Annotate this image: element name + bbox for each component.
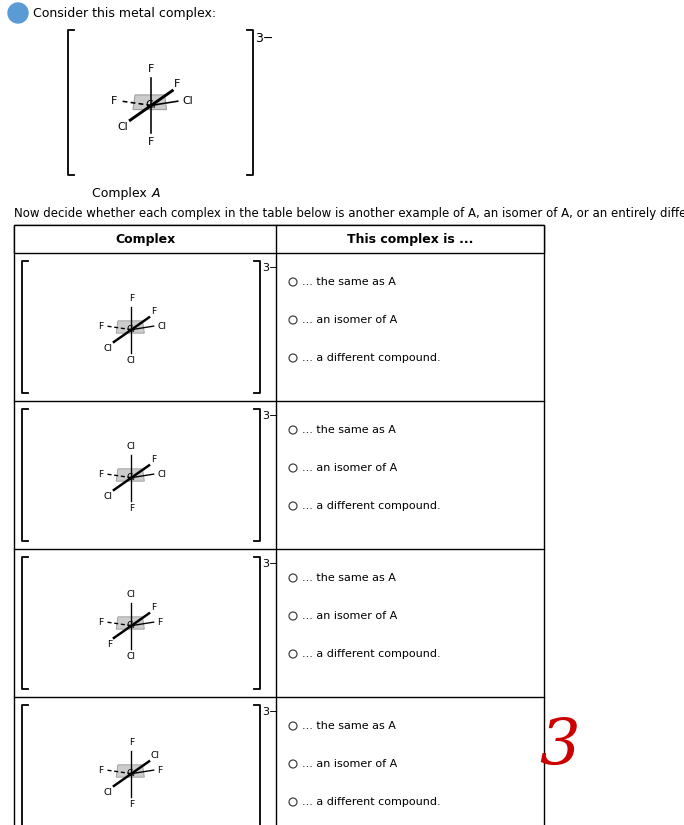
Text: F: F — [157, 766, 162, 775]
Text: A: A — [151, 187, 160, 200]
Text: Cl: Cl — [127, 442, 136, 451]
Circle shape — [289, 354, 297, 362]
Text: 3−: 3− — [262, 707, 278, 717]
Bar — [14, 225, 544, 253]
Circle shape — [289, 278, 297, 286]
Text: Cl: Cl — [127, 356, 136, 365]
Text: Cl: Cl — [151, 751, 160, 760]
Text: Cl: Cl — [103, 788, 112, 797]
Polygon shape — [116, 469, 144, 481]
Text: Cl: Cl — [157, 469, 166, 478]
Text: 3−: 3− — [262, 559, 278, 569]
Text: This complex is ...: This complex is ... — [347, 233, 473, 246]
Text: F: F — [129, 504, 134, 513]
Text: F: F — [174, 78, 181, 88]
Text: F: F — [129, 738, 134, 747]
Text: Cl: Cl — [157, 322, 166, 331]
Text: Now decide whether each complex in the table below is another example of A, an i: Now decide whether each complex in the t… — [14, 207, 684, 220]
Text: ... the same as A: ... the same as A — [302, 425, 396, 435]
Text: F: F — [148, 64, 155, 74]
Text: F: F — [111, 97, 118, 106]
Text: F: F — [107, 639, 112, 648]
Text: Cr: Cr — [127, 325, 137, 334]
Text: F: F — [151, 602, 156, 611]
Text: ... a different compound.: ... a different compound. — [302, 501, 440, 511]
Circle shape — [8, 3, 28, 23]
Circle shape — [289, 760, 297, 768]
Text: Cl: Cl — [127, 590, 136, 599]
Text: ... an isomer of A: ... an isomer of A — [302, 611, 397, 621]
Circle shape — [289, 798, 297, 806]
Text: Cr: Cr — [127, 621, 137, 630]
Text: 3−: 3− — [262, 411, 278, 421]
Text: ... the same as A: ... the same as A — [302, 573, 396, 583]
Text: ... the same as A: ... the same as A — [302, 277, 396, 287]
Circle shape — [289, 722, 297, 730]
Text: Cl: Cl — [182, 97, 193, 106]
Text: F: F — [98, 469, 103, 478]
Text: ... the same as A: ... the same as A — [302, 721, 396, 731]
Text: Cl: Cl — [103, 492, 112, 501]
Polygon shape — [116, 617, 144, 629]
Text: Cl: Cl — [127, 652, 136, 661]
Text: Cr: Cr — [127, 769, 137, 778]
Text: ... a different compound.: ... a different compound. — [302, 649, 440, 659]
Text: 3−: 3− — [255, 32, 274, 45]
Text: Complex: Complex — [115, 233, 175, 246]
Text: ... an isomer of A: ... an isomer of A — [302, 315, 397, 325]
Circle shape — [289, 464, 297, 472]
Text: Cl: Cl — [118, 122, 128, 132]
Circle shape — [289, 650, 297, 658]
Text: F: F — [129, 800, 134, 809]
Text: ... a different compound.: ... a different compound. — [302, 353, 440, 363]
Text: F: F — [129, 295, 134, 304]
Polygon shape — [116, 765, 144, 777]
Text: F: F — [148, 137, 155, 147]
Text: Cl: Cl — [103, 344, 112, 353]
Circle shape — [289, 502, 297, 510]
Text: Complex: Complex — [92, 187, 151, 200]
Text: F: F — [151, 455, 156, 464]
Circle shape — [289, 612, 297, 620]
Text: F: F — [98, 766, 103, 775]
Text: ... an isomer of A: ... an isomer of A — [302, 759, 397, 769]
Text: ... an isomer of A: ... an isomer of A — [302, 463, 397, 473]
Text: Consider this metal complex:: Consider this metal complex: — [33, 7, 216, 20]
Text: F: F — [157, 618, 162, 627]
Circle shape — [289, 426, 297, 434]
Polygon shape — [133, 95, 167, 110]
Circle shape — [289, 574, 297, 582]
Bar — [14, 225, 544, 825]
Circle shape — [289, 316, 297, 324]
Text: 3: 3 — [540, 717, 580, 779]
Text: F: F — [151, 307, 156, 315]
Text: F: F — [98, 322, 103, 331]
Text: Cr: Cr — [127, 474, 137, 482]
Text: Cr: Cr — [145, 101, 157, 111]
Polygon shape — [116, 321, 144, 333]
Text: F: F — [98, 618, 103, 627]
Text: 3−: 3− — [262, 263, 278, 273]
Text: ... a different compound.: ... a different compound. — [302, 797, 440, 807]
